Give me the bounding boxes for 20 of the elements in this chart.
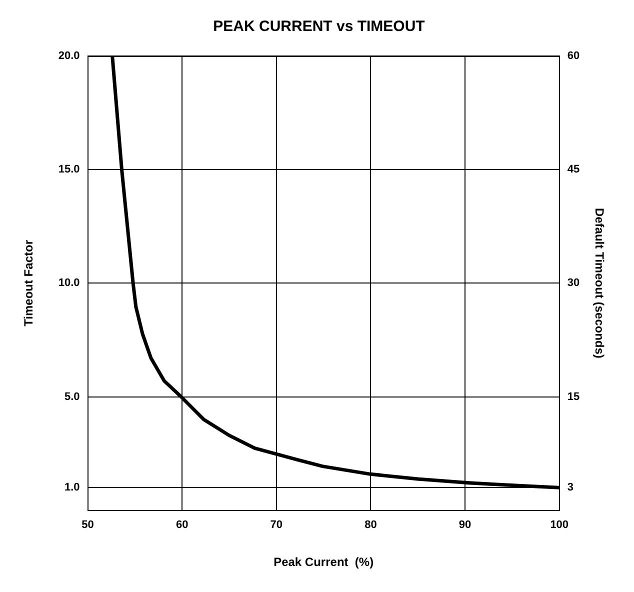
y2-tick-label: 15 [567, 390, 580, 403]
y2-tick-label: 45 [567, 164, 580, 176]
x-axis-title: Peak Current (%) [274, 555, 374, 570]
x-tick-label: 90 [458, 519, 472, 532]
x-tick-label: 70 [270, 519, 283, 532]
y2-tick-label: 3 [567, 482, 574, 494]
x-tick-label: 80 [364, 519, 377, 532]
y-tick-label: 15.0 [58, 164, 80, 176]
y-tick-label: 20.0 [58, 50, 80, 62]
x-tick-label: 50 [82, 519, 94, 532]
y2-tick-label: 30 [567, 277, 580, 290]
y2-tick-label: 60 [567, 50, 580, 62]
y-tick-label: 5.0 [64, 390, 80, 403]
x-tick-label: 100 [550, 519, 569, 532]
chart-title: PEAK CURRENT vs TIMEOUT [213, 18, 425, 36]
y2-axis-title: Default Timeout (seconds) [592, 208, 606, 358]
y-tick-label: 1.0 [64, 482, 80, 494]
y-tick-label: 10.0 [58, 277, 80, 290]
x-tick-label: 60 [176, 519, 188, 532]
y-axis-title: Timeout Factor [22, 240, 36, 326]
